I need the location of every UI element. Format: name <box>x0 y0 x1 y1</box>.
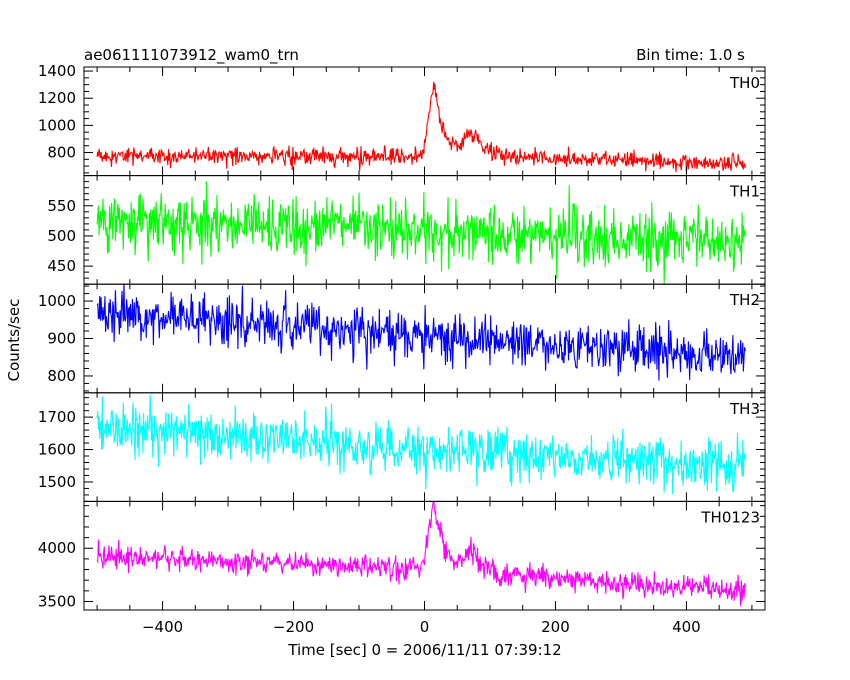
x-axis-label: Time [sec] 0 = 2006/11/11 07:39:12 <box>287 641 561 659</box>
y-tick-label: 1400 <box>38 62 76 80</box>
x-tick-label: 200 <box>541 618 570 636</box>
panel-th0123: 3500 4000 TH0123 −400 −200 0 200 400 <box>38 500 766 636</box>
y-tick-label: 1000 <box>38 292 76 310</box>
panel-label: TH0 <box>729 74 760 92</box>
panel-th3: 1500 1600 1700 TH3 <box>38 392 766 502</box>
y-tick-label: 1600 <box>38 441 76 459</box>
panel-frame <box>83 66 766 177</box>
y-ticks <box>84 285 765 392</box>
panel-label: TH3 <box>729 400 760 418</box>
x-ticks <box>96 501 753 610</box>
y-ticks <box>84 70 765 174</box>
panel-th2: 800 900 1000 TH2 <box>38 283 766 394</box>
series-th0123 <box>96 501 746 607</box>
x-ticks <box>96 67 753 176</box>
panel-label: TH1 <box>729 183 760 201</box>
y-axis-label: Counts/sec <box>5 299 23 382</box>
y-tick-label: 800 <box>47 144 76 162</box>
y-tick-label: 4000 <box>38 539 76 557</box>
x-ticks <box>96 175 753 285</box>
panel-label: TH2 <box>729 291 760 309</box>
x-tick-label: 0 <box>420 618 430 636</box>
bin-time-label: Bin time: 1.0 s <box>636 46 745 64</box>
x-ticks <box>96 284 753 393</box>
panel-th0: 800 1000 1200 1400 TH0 <box>38 62 766 177</box>
x-tick-label: 400 <box>672 618 701 636</box>
y-tick-label: 500 <box>47 227 76 245</box>
panel-label: TH0123 <box>700 508 760 526</box>
light-curve-panels: 800 1000 1200 1400 TH0 450 500 550 TH1 800 900 1000… <box>38 62 766 636</box>
series-th0 <box>96 81 746 174</box>
y-ticks <box>84 505 765 602</box>
y-tick-label: 450 <box>47 257 76 275</box>
x-tick-label: −400 <box>142 618 183 636</box>
plot-title: ae061111073912_wam0_trn <box>84 46 299 65</box>
x-ticks <box>96 392 753 502</box>
y-tick-label: 1200 <box>38 89 76 107</box>
series-th1 <box>96 181 746 285</box>
x-tick-label: −200 <box>273 618 314 636</box>
y-tick-label: 800 <box>47 367 76 385</box>
y-tick-label: 1000 <box>38 116 76 134</box>
series-th2 <box>96 284 746 381</box>
y-tick-label: 550 <box>47 197 76 215</box>
y-tick-label: 1700 <box>38 408 76 426</box>
y-tick-label: 3500 <box>38 592 76 610</box>
y-tick-label: 1500 <box>38 473 76 491</box>
panel-th1: 450 500 550 TH1 <box>47 175 766 285</box>
y-tick-label: 900 <box>47 330 76 348</box>
series-th3 <box>96 394 746 495</box>
